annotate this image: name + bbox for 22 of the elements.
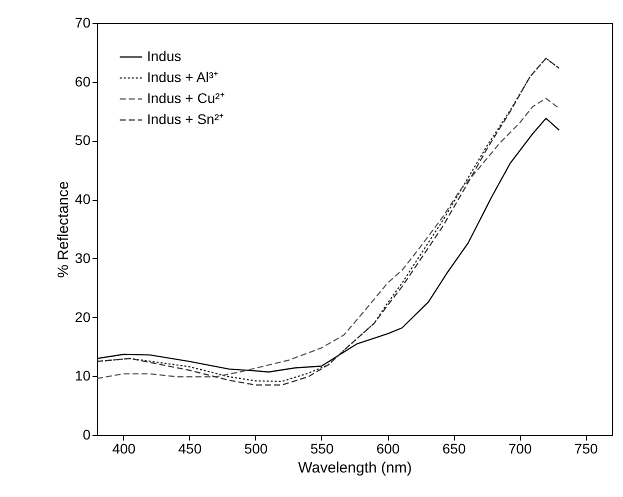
y-tick-label: 30 <box>74 250 91 266</box>
y-tick-label: 40 <box>74 191 91 208</box>
legend-label: Indus <box>147 48 182 64</box>
x-tick-label: 750 <box>574 440 598 456</box>
legend-label: Indus + Sn²⁺ <box>147 111 224 127</box>
x-tick-label: 500 <box>244 440 268 456</box>
x-tick-label: 400 <box>112 440 136 456</box>
legend-label: Indus + Al³⁺ <box>147 69 219 85</box>
x-axis-title: Wavelength (nm) <box>298 460 412 476</box>
x-tick-label: 550 <box>310 440 334 456</box>
y-tick-label: 0 <box>82 426 91 442</box>
y-tick-label: 50 <box>74 132 91 148</box>
y-tick-label: 10 <box>74 368 91 384</box>
x-tick-label: 600 <box>376 440 400 456</box>
y-tick-label: 70 <box>74 14 91 30</box>
y-tick-label: 20 <box>74 308 91 325</box>
y-tick-label: 60 <box>74 73 91 90</box>
x-tick-label: 700 <box>508 440 532 456</box>
legend-label: Indus + Cu²⁺ <box>147 90 225 106</box>
y-axis-title: % Reflectance <box>54 181 72 278</box>
x-tick-label: 650 <box>442 440 466 456</box>
x-tick-label: 450 <box>178 440 202 456</box>
